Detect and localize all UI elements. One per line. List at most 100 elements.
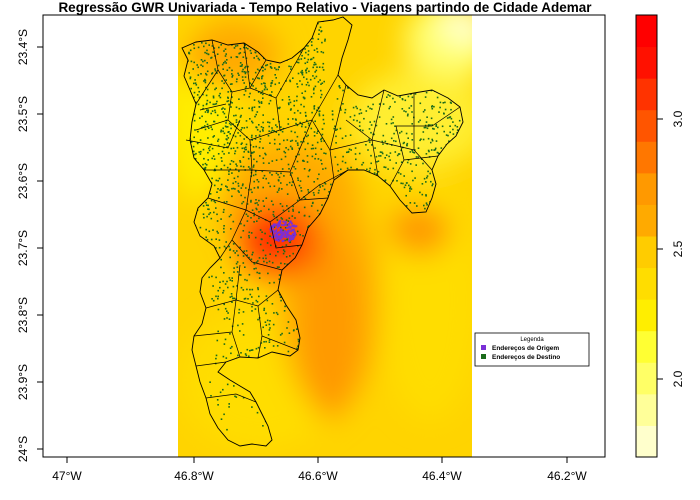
destination-point — [420, 158, 423, 160]
destination-point — [406, 161, 409, 164]
destination-point — [262, 249, 265, 252]
destination-point — [249, 167, 251, 170]
destination-point — [231, 83, 233, 85]
destination-point — [336, 98, 339, 100]
destination-point — [344, 108, 347, 111]
destination-point — [225, 79, 227, 81]
destination-point — [320, 51, 323, 53]
destination-point — [211, 45, 214, 47]
destination-point — [231, 195, 233, 198]
destination-point — [297, 109, 299, 112]
destination-point — [293, 100, 296, 102]
destination-point — [409, 151, 412, 153]
destination-point — [411, 111, 413, 113]
destination-point — [320, 159, 322, 162]
destination-point — [386, 96, 388, 98]
destination-point — [421, 193, 424, 196]
colorbar-cell — [636, 78, 657, 111]
destination-point — [219, 286, 221, 289]
destination-point — [245, 85, 247, 88]
destination-point — [296, 95, 298, 98]
destination-point — [193, 82, 195, 85]
destination-point — [424, 124, 427, 127]
destination-point — [321, 66, 324, 69]
destination-point — [249, 118, 251, 120]
destination-point — [210, 395, 212, 397]
destination-point — [228, 318, 231, 320]
destination-point — [402, 182, 404, 185]
destination-point — [192, 145, 195, 148]
origin-point — [274, 235, 277, 238]
destination-point — [388, 155, 390, 158]
destination-point — [252, 174, 255, 177]
destination-point — [320, 138, 322, 141]
destination-point — [226, 69, 229, 71]
origin-point — [293, 224, 296, 227]
destination-point — [196, 64, 198, 66]
destination-point — [234, 45, 237, 47]
destination-point — [213, 158, 216, 160]
destination-point — [407, 137, 409, 139]
destination-point — [334, 156, 337, 158]
destination-point — [200, 150, 202, 153]
destination-point — [255, 126, 258, 129]
destination-point — [394, 101, 396, 103]
destination-point — [314, 147, 317, 150]
destination-point — [299, 234, 301, 236]
destination-point — [389, 105, 391, 108]
destination-point — [204, 166, 207, 169]
destination-point — [251, 139, 253, 141]
destination-point — [384, 157, 386, 159]
destination-point — [316, 141, 319, 144]
destination-point — [231, 172, 233, 174]
destination-point — [285, 219, 288, 221]
destination-point — [302, 140, 305, 143]
destination-point — [337, 170, 340, 172]
destination-point — [221, 108, 223, 110]
origin-point — [272, 226, 275, 229]
destination-point — [203, 45, 205, 48]
destination-point — [423, 204, 425, 207]
destination-point — [199, 226, 202, 229]
destination-point — [246, 348, 249, 351]
destination-point — [288, 181, 291, 184]
destination-point — [269, 94, 271, 96]
destination-point — [206, 109, 208, 111]
destination-point — [309, 168, 311, 171]
destination-point — [228, 215, 231, 218]
destination-point — [307, 58, 310, 61]
destination-point — [431, 105, 434, 107]
destination-point — [313, 181, 315, 183]
destination-point — [251, 305, 253, 308]
destination-point — [279, 334, 282, 336]
gwr-raster — [178, 15, 472, 457]
destination-point — [313, 194, 315, 196]
destination-point — [238, 191, 240, 193]
origin-point — [284, 222, 287, 225]
destination-point — [251, 191, 253, 194]
destination-point — [208, 276, 210, 279]
destination-point — [304, 48, 306, 50]
destination-point — [188, 72, 190, 74]
destination-point — [340, 168, 342, 171]
destination-point — [207, 109, 210, 112]
destination-point — [212, 285, 214, 287]
destination-point — [347, 150, 350, 153]
destination-point — [261, 75, 264, 77]
destination-point — [220, 129, 223, 132]
destination-point — [270, 200, 273, 202]
destination-point — [278, 266, 280, 268]
destination-point — [333, 127, 335, 130]
destination-point — [229, 83, 232, 85]
destination-point — [234, 135, 237, 138]
destination-point — [296, 230, 299, 233]
destination-point — [210, 199, 213, 202]
destination-point — [190, 87, 192, 90]
destination-point — [242, 262, 245, 264]
destination-point — [219, 391, 222, 394]
destination-point — [250, 152, 253, 155]
destination-point — [256, 220, 258, 222]
destination-point — [393, 132, 395, 135]
destination-point — [210, 143, 213, 146]
destination-point — [369, 121, 371, 123]
